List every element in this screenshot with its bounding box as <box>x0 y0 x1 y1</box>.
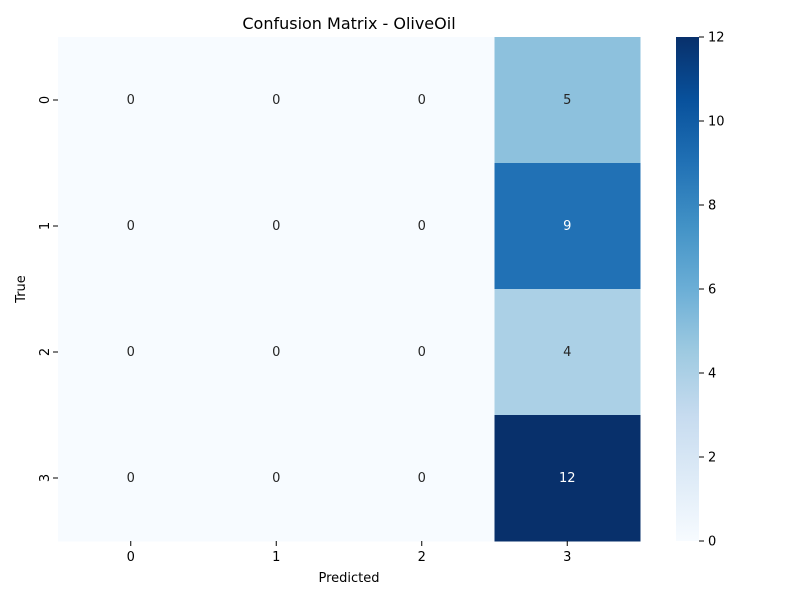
cell-value-label: 5 <box>563 93 571 108</box>
heatmap-cell <box>494 415 641 542</box>
cell-value-label: 0 <box>272 471 280 486</box>
cell-value-label: 9 <box>563 219 571 234</box>
cell-value-label: 0 <box>272 93 280 108</box>
heatmap-cell <box>494 163 641 290</box>
y-tick-label: 3 <box>38 474 53 482</box>
colorbar-tick-label: 8 <box>708 199 716 214</box>
cell-value-label: 0 <box>418 219 426 234</box>
heatmap-cell <box>203 163 350 290</box>
cell-value-label: 0 <box>272 219 280 234</box>
colorbar-tick-label: 10 <box>708 115 725 130</box>
chart-title: Confusion Matrix - OliveOil <box>242 14 455 33</box>
heatmap-cell <box>58 37 204 164</box>
y-tick-label: 2 <box>38 348 53 356</box>
heatmap-cell-labels: 0 0 0 5 0 0 0 9 0 0 0 4 0 0 0 12 <box>127 93 576 486</box>
x-tick-label: 1 <box>272 550 280 565</box>
heatmap-cell <box>203 37 350 164</box>
colorbar-tick-label: 6 <box>708 283 716 298</box>
heatmap-cell <box>203 415 350 542</box>
cell-value-label: 0 <box>272 345 280 360</box>
heatmap-cell <box>349 415 495 542</box>
cell-value-label: 4 <box>563 345 571 360</box>
heatmap-cell <box>58 415 204 542</box>
cell-value-label: 0 <box>127 93 135 108</box>
heatmap-cell <box>349 289 495 416</box>
x-tick-label: 0 <box>127 550 135 565</box>
y-axis-label: True <box>14 275 29 304</box>
heatmap-cells <box>58 37 641 542</box>
cell-value-label: 0 <box>418 93 426 108</box>
heatmap-cell <box>349 163 495 290</box>
heatmap-cell <box>203 289 350 416</box>
y-tick-label: 1 <box>38 222 53 230</box>
colorbar-ticks: 0 2 4 6 8 10 12 <box>699 31 725 550</box>
cell-value-label: 0 <box>418 471 426 486</box>
x-axis-label: Predicted <box>318 571 379 586</box>
cell-value-label: 0 <box>127 219 135 234</box>
colorbar-tick-label: 12 <box>708 31 725 46</box>
heatmap-cell <box>349 37 495 164</box>
colorbar-tick-label: 2 <box>708 451 716 466</box>
cell-value-label: 12 <box>559 471 576 486</box>
y-axis-ticks: 0 1 2 3 <box>38 96 58 482</box>
cell-value-label: 0 <box>127 471 135 486</box>
y-tick-label: 0 <box>38 96 53 104</box>
cell-value-label: 0 <box>127 345 135 360</box>
colorbar: 0 2 4 6 8 10 12 <box>676 31 725 550</box>
x-tick-label: 2 <box>418 550 426 565</box>
heatmap-cell <box>494 289 641 416</box>
x-tick-label: 3 <box>563 550 571 565</box>
heatmap-cell <box>494 37 641 164</box>
colorbar-tick-label: 0 <box>708 535 716 550</box>
colorbar-gradient <box>676 37 699 541</box>
x-axis-ticks: 0 1 2 3 <box>127 541 571 565</box>
heatmap-cell <box>58 163 204 290</box>
cell-value-label: 0 <box>418 345 426 360</box>
heatmap-cell <box>58 289 204 416</box>
colorbar-tick-label: 4 <box>708 367 716 382</box>
